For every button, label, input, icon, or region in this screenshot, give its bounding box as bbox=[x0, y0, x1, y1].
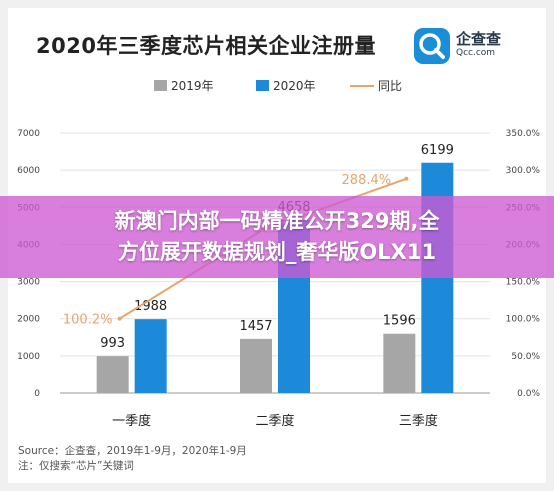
chart-title: 2020年三季度芯片相关企业注册量 bbox=[36, 34, 376, 58]
qcc-logo: 企查查 Qcc.com bbox=[412, 26, 524, 66]
logo-domain: Qcc.com bbox=[456, 48, 496, 58]
bar bbox=[96, 356, 129, 393]
y2-tick-label: 350.0% bbox=[506, 129, 541, 139]
source-line: Source：企查查，2019年1-9月，2020年1-9月 bbox=[18, 445, 247, 457]
legend-swatch bbox=[256, 80, 269, 91]
banner-text: 新澳门内部一码精准公开329期,全 方位展开数据规划_奢华版OLX11 bbox=[27, 206, 527, 268]
yoy-data-label: 288.4% bbox=[342, 173, 392, 188]
x-tick-label: 三季度 bbox=[399, 413, 438, 429]
y2-tick-label: 50.0% bbox=[511, 352, 540, 362]
logo-name: 企查查 bbox=[456, 30, 502, 48]
bar-data-label: 993 bbox=[100, 336, 125, 351]
y2-tick-label: 0.0% bbox=[517, 389, 540, 399]
bar-data-label: 6199 bbox=[421, 143, 454, 158]
legend-label: 2019年 bbox=[171, 79, 214, 93]
bar bbox=[383, 333, 416, 393]
yoy-data-label: 100.2% bbox=[63, 313, 113, 328]
legend-label: 同比 bbox=[378, 79, 402, 93]
y2-tick-label: 150.0% bbox=[506, 278, 541, 288]
legend-swatch bbox=[154, 80, 167, 91]
y2-tick-label: 100.0% bbox=[506, 315, 541, 325]
bar bbox=[240, 338, 272, 393]
bar-data-label: 1988 bbox=[134, 299, 167, 314]
source-note: Source：企查查，2019年1-9月，2020年1-9月 注：仅搜索“芯片”… bbox=[18, 444, 247, 474]
x-tick-label: 一季度 bbox=[112, 413, 151, 429]
y-tick-label: 3000 bbox=[17, 278, 40, 288]
x-tick-label: 二季度 bbox=[255, 413, 294, 429]
note-line: 注：仅搜索“芯片”关键词 bbox=[18, 460, 134, 472]
y-tick-label: 0 bbox=[34, 389, 40, 399]
y-tick-label: 6000 bbox=[17, 166, 40, 176]
overlay-banner: 新澳门内部一码精准公开329期,全 方位展开数据规划_奢华版OLX11 bbox=[0, 196, 554, 278]
y-tick-label: 1000 bbox=[17, 352, 40, 362]
banner-line-1: 新澳门内部一码精准公开329期,全 bbox=[114, 209, 440, 233]
y-tick-label: 7000 bbox=[17, 129, 40, 139]
bar-data-label: 1457 bbox=[239, 319, 272, 334]
yoy-point bbox=[404, 176, 409, 181]
legend-label: 2020年 bbox=[273, 79, 316, 93]
y-tick-label: 2000 bbox=[17, 315, 40, 325]
bar bbox=[134, 319, 167, 393]
qcc-search-logo-icon bbox=[414, 28, 450, 64]
bar-data-label: 1596 bbox=[383, 314, 416, 329]
banner-line-2: 方位展开数据规划_奢华版OLX11 bbox=[117, 240, 437, 264]
y2-tick-label: 300.0% bbox=[506, 166, 541, 176]
yoy-point bbox=[117, 316, 122, 321]
